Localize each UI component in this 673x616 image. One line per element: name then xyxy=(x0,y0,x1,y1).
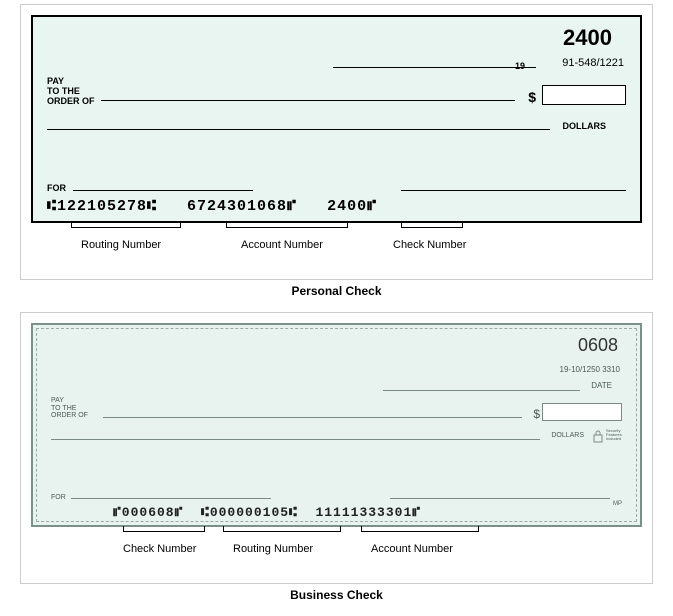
dollar-sign: $ xyxy=(533,407,540,421)
personal-check-frame: 2400 91-548/1221 19 PAY TO THE ORDER OF … xyxy=(20,4,653,280)
ornate-border xyxy=(36,328,637,522)
micr-account: 6724301068⑈ xyxy=(187,198,297,215)
amount-box xyxy=(542,403,622,421)
dollar-sign: $ xyxy=(528,89,536,105)
payee-line xyxy=(103,417,522,418)
bracket-routing xyxy=(71,227,181,234)
label-check: Check Number xyxy=(393,239,466,251)
pay-to-order-label: PAY TO THE ORDER OF xyxy=(47,77,95,107)
page-container: 2400 91-548/1221 19 PAY TO THE ORDER OF … xyxy=(0,4,673,602)
bracket-check xyxy=(401,227,463,234)
date-label: DATE xyxy=(591,381,612,390)
micr-line: ⑆122105278⑆ 6724301068⑈ 2400⑈ xyxy=(47,198,626,215)
dollars-word: DOLLARS xyxy=(563,121,607,131)
label-routing: Routing Number xyxy=(233,543,313,555)
for-label: FOR xyxy=(51,494,66,501)
micr-routing: ⑆000000105⑆ xyxy=(201,505,298,520)
pay-to-order-label: PAY TO THE ORDER OF xyxy=(51,397,88,420)
business-caption: Business Check xyxy=(0,588,673,602)
date-line xyxy=(383,390,580,391)
bracket-account xyxy=(226,227,348,234)
business-check: 0608 19-10/1250 3310 DATE PAY TO THE ORD… xyxy=(31,323,642,527)
routing-fraction: 91-548/1221 xyxy=(562,57,624,69)
micr-check: ⑈000608⑈ xyxy=(113,505,183,520)
signature-line xyxy=(401,190,626,191)
personal-labels-row: Routing Number Account Number Check Numb… xyxy=(31,227,642,269)
bracket-account xyxy=(361,531,479,538)
label-check: Check Number xyxy=(123,543,196,555)
pay-label-line1: PAY xyxy=(47,76,64,86)
micr-check: 2400⑈ xyxy=(327,198,377,215)
for-label: FOR xyxy=(47,183,66,193)
lock-icon xyxy=(592,429,604,443)
routing-fraction: 19-10/1250 3310 xyxy=(560,365,621,374)
business-labels-row: Check Number Routing Number Account Numb… xyxy=(31,531,642,573)
micr-line: ⑈000608⑈ ⑆000000105⑆ 11111333301⑈ xyxy=(113,505,626,520)
bracket-routing xyxy=(223,531,341,538)
pay-label-line2: TO THE xyxy=(51,405,76,412)
date-suffix-line xyxy=(511,67,536,68)
date-prefix: 19 xyxy=(515,61,525,71)
bracket-check xyxy=(123,531,205,538)
check-number: 2400 xyxy=(563,25,612,51)
label-account: Account Number xyxy=(241,239,323,251)
for-line xyxy=(71,498,271,499)
label-account: Account Number xyxy=(371,543,453,555)
micr-routing: ⑆122105278⑆ xyxy=(47,198,157,215)
security-text: Security Features Included xyxy=(606,429,630,441)
check-number: 0608 xyxy=(578,335,618,356)
amount-box xyxy=(542,85,626,105)
dollars-word: DOLLARS xyxy=(551,432,584,439)
pay-label-line1: PAY xyxy=(51,397,64,404)
dollars-line xyxy=(47,129,550,130)
date-line xyxy=(333,67,520,68)
micr-account: 11111333301⑈ xyxy=(315,505,421,520)
pay-label-line2: TO THE xyxy=(47,86,80,96)
payee-line xyxy=(101,100,515,101)
pay-label-line3: ORDER OF xyxy=(47,96,95,106)
dollars-line xyxy=(51,439,540,440)
signature-line xyxy=(390,498,610,499)
personal-check: 2400 91-548/1221 19 PAY TO THE ORDER OF … xyxy=(31,15,642,223)
label-routing: Routing Number xyxy=(81,239,161,251)
pay-label-line3: ORDER OF xyxy=(51,412,88,419)
business-check-frame: 0608 19-10/1250 3310 DATE PAY TO THE ORD… xyxy=(20,312,653,584)
for-line xyxy=(73,190,253,191)
personal-caption: Personal Check xyxy=(0,284,673,298)
